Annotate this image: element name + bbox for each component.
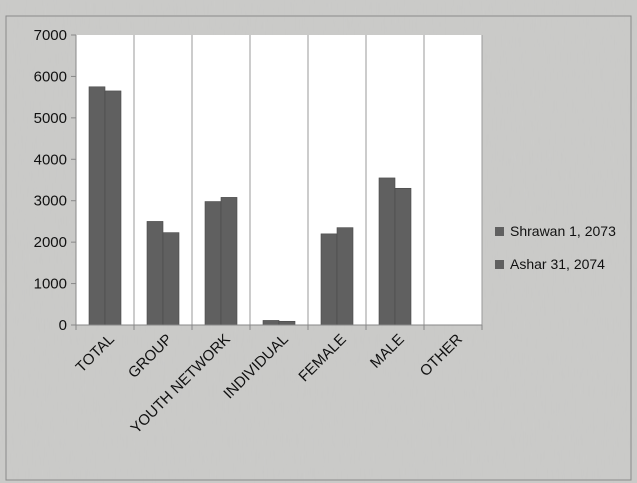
y-tick-label: 4000 bbox=[34, 151, 67, 168]
legend-swatch bbox=[495, 227, 504, 236]
axes bbox=[71, 34, 483, 330]
y-tick-label: 2000 bbox=[34, 234, 67, 251]
bar-series-1 bbox=[88, 86, 106, 326]
bar-series-2 bbox=[104, 90, 122, 326]
bar-series-2 bbox=[336, 227, 354, 326]
legend: Shrawan 1, 2073 Ashar 31, 2074 bbox=[495, 223, 616, 272]
bar-series-2 bbox=[278, 320, 296, 326]
y-tick-label: 6000 bbox=[34, 68, 67, 85]
bar-series-2 bbox=[394, 187, 412, 326]
plot-area bbox=[76, 35, 482, 325]
bar-series-1 bbox=[262, 320, 280, 326]
bar-series-1 bbox=[146, 221, 164, 326]
gridlines bbox=[133, 35, 483, 325]
y-tick-label: 3000 bbox=[34, 193, 67, 210]
y-tick-label: 5000 bbox=[34, 110, 67, 127]
bar-series-1 bbox=[378, 177, 396, 326]
legend-entry-label: Ashar 31, 2074 bbox=[510, 256, 605, 272]
bar-series-2 bbox=[162, 232, 180, 326]
y-tick-label: 7000 bbox=[34, 27, 67, 44]
bar-series-2 bbox=[220, 197, 238, 326]
chart-frame bbox=[5, 15, 632, 481]
legend-swatch bbox=[495, 260, 504, 269]
y-tick-label: 0 bbox=[59, 317, 67, 334]
bar-series-1 bbox=[204, 201, 222, 326]
bars bbox=[88, 86, 412, 326]
y-tick-label: 1000 bbox=[34, 276, 67, 293]
legend-entry-label: Shrawan 1, 2073 bbox=[510, 223, 616, 239]
bar-series-1 bbox=[320, 233, 338, 326]
y-axis-tick-labels: 0 1000 2000 3000 4000 5000 6000 7000 bbox=[34, 27, 67, 334]
